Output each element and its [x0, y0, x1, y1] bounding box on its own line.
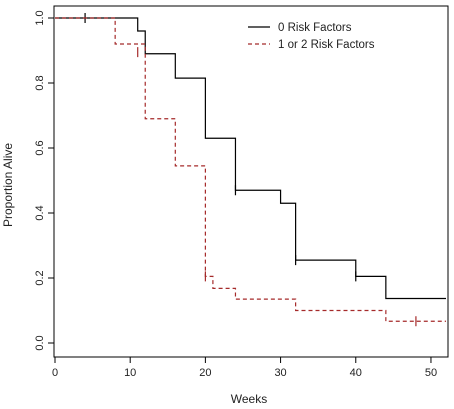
legend-label-0: 0 Risk Factors	[278, 22, 352, 34]
series-line-1	[55, 17, 446, 322]
series-line-0	[55, 17, 446, 300]
y-axis-ticks: 0.0 0.2 0.4 0.6 0.8 1.0	[34, 10, 54, 351]
y-tick-label: 0.2	[34, 270, 46, 285]
x-tick-label: 10	[124, 367, 136, 379]
y-tick-label: 0.0	[34, 335, 46, 350]
legend: 0 Risk Factors 1 or 2 Risk Factors	[248, 22, 375, 51]
x-tick-label: 30	[274, 367, 286, 379]
x-tick-label: 20	[199, 367, 211, 379]
y-tick-label: 1.0	[34, 10, 46, 25]
legend-label-1: 1 or 2 Risk Factors	[278, 39, 375, 51]
x-tick-label: 50	[425, 367, 437, 379]
plot-frame	[53, 5, 449, 358]
x-axis-ticks: 0 10 20 30 40 50	[52, 357, 437, 379]
x-tick-label: 0	[52, 367, 58, 379]
y-tick-label: 0.8	[34, 75, 46, 90]
y-tick-label: 0.6	[34, 140, 46, 155]
series-group	[55, 13, 446, 327]
x-tick-label: 40	[350, 367, 362, 379]
x-axis-label: Weeks	[231, 392, 267, 406]
y-tick-label: 0.4	[34, 205, 46, 220]
y-axis-label: Proportion Alive	[1, 143, 15, 227]
